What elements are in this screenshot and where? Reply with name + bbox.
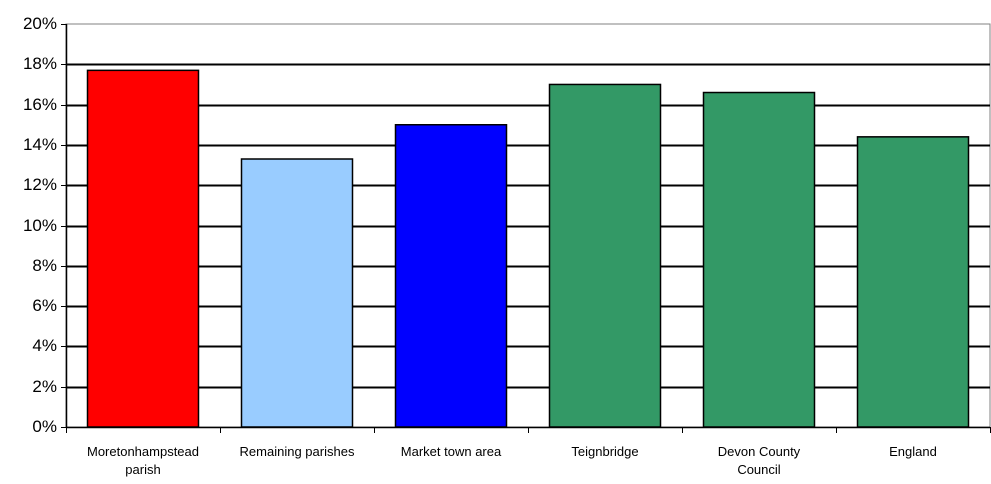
x-tick-label-line: Teignbridge — [571, 444, 638, 459]
y-tick-label: 20% — [23, 14, 57, 33]
y-tick-label: 18% — [23, 54, 57, 73]
y-tick-label: 6% — [32, 296, 57, 315]
bar — [86, 69, 200, 428]
bar — [856, 136, 970, 428]
y-tick-label: 16% — [23, 95, 57, 114]
x-tick-label: Moretonhampstead parish — [87, 444, 199, 477]
bar — [702, 91, 816, 428]
y-tick-label: 0% — [32, 417, 57, 436]
y-tick-label: 2% — [32, 377, 57, 396]
y-tick-label: 14% — [23, 135, 57, 154]
x-tick-label-line: Devon County — [718, 444, 801, 459]
bar — [240, 158, 354, 428]
bar — [548, 83, 662, 428]
x-tick-label-line: Moretonhampstead — [87, 444, 199, 459]
x-tick-label-line: Council — [737, 462, 780, 477]
x-tick-label: Teignbridge — [571, 444, 638, 459]
x-tick-label: Remaining parishes — [240, 444, 355, 459]
x-tick-label: England — [889, 444, 937, 459]
x-tick-label: Market town area — [401, 444, 502, 459]
x-tick-label-line: Market town area — [401, 444, 502, 459]
y-tick-label: 4% — [32, 336, 57, 355]
x-tick-label-line: Remaining parishes — [240, 444, 355, 459]
bar — [394, 124, 508, 428]
x-tick-label: Devon County Council — [718, 444, 801, 477]
y-tick-label: 12% — [23, 175, 57, 194]
y-tick-label: 10% — [23, 216, 57, 235]
x-tick-label-line: England — [889, 444, 937, 459]
x-tick-label-line: parish — [125, 462, 160, 477]
y-tick-label: 8% — [32, 256, 57, 275]
